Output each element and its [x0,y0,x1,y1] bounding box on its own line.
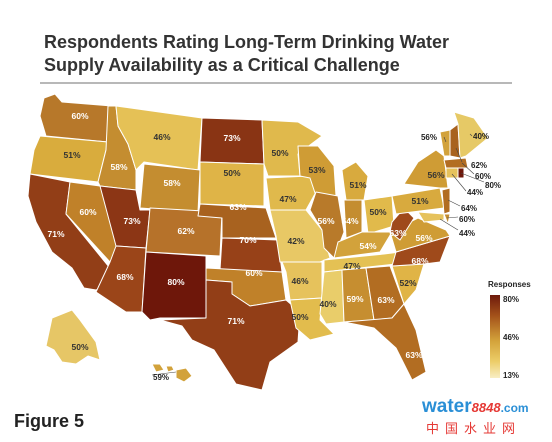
chart-title-line-2: Supply Availability as a Critical Challe… [44,55,400,75]
state-label-ar: 46% [291,276,308,286]
leader-line-nj [447,199,461,207]
state-label-ca: 71% [47,229,64,239]
state-sd [199,161,265,207]
state-il [309,191,345,259]
legend-color-ramp [490,295,500,378]
state-hi [151,363,193,383]
state-label-il: 56% [317,216,334,226]
state-ny [403,149,449,189]
figure-caption: Figure 5 [14,411,85,431]
state-label-ky: 54% [359,241,376,251]
state-ak [45,309,101,365]
state-tx [159,279,301,391]
state-md [417,211,445,223]
state-label-de: 60% [459,215,475,224]
state-label-la: 50% [291,312,308,322]
state-fl [343,303,427,381]
state-vt [439,129,451,157]
state-label-tn: 47% [343,261,360,271]
leader-line-me [469,133,473,137]
state-ms [319,269,345,325]
state-wy [139,163,201,213]
state-label-mo: 42% [287,236,304,246]
watermark-logo: water8848.com [422,396,529,418]
title-divider [40,82,512,84]
state-label-wi: 53% [308,165,325,175]
state-label-nv: 60% [79,207,96,217]
state-label-wy: 58% [163,178,180,188]
leader-line-ct [451,173,467,192]
state-label-hi: 59% [153,373,169,382]
chart-title-line-1: Respondents Rating Long-Term Drinking Wa… [44,32,450,52]
legend-min-label: 13% [503,371,519,380]
leader-line-ma [461,162,475,175]
state-label-sc: 52% [399,278,416,288]
legend-mid-label: 46% [503,333,519,342]
watermark-chinese: 中国水业网 [426,422,522,437]
state-label-ga: 63% [377,295,394,305]
state-label-va: 56% [415,233,432,243]
state-label-ne: 63% [229,202,246,212]
state-nj [441,187,451,215]
leader-line-nh [455,147,463,163]
state-label-id: 58% [110,162,127,172]
state-ct [445,167,459,179]
legend-max-label: 80% [503,295,519,304]
figure-card: Respondents Rating Long-Term Drinking Wa… [27,32,532,391]
state-ky [333,231,393,259]
leader-line-ri [460,172,485,183]
state-label-mi: 51% [349,180,366,190]
state-label-nj: 64% [461,204,477,213]
state-ma [443,157,469,169]
state-label-tx: 71% [227,316,244,326]
state-label-ak: 50% [71,342,88,352]
leader-line-md [439,218,459,231]
state-label-pa: 51% [411,196,428,206]
state-label-me: 40% [473,132,489,141]
state-label-mt: 46% [153,132,170,142]
state-nm [141,251,207,321]
state-label-wa: 60% [71,111,88,121]
leader-line-hi [151,371,177,376]
state-label-co: 62% [177,226,194,236]
leader-line-vt [443,136,447,143]
state-label-in: 54% [341,216,358,226]
state-label-ct: 44% [467,188,483,197]
state-label-mn: 50% [271,148,288,158]
legend: Responses 80% 46% 13% [488,280,531,380]
state-label-nc: 68% [411,256,428,266]
state-ia [265,175,317,211]
state-label-nh: 62% [471,161,487,170]
state-label-ok: 60% [245,268,262,278]
state-co [145,207,223,257]
watermark-domain: .com [500,401,529,415]
state-label-nd: 73% [223,133,240,143]
state-label-md: 44% [459,229,475,238]
state-label-wv: 63% [389,228,406,238]
leader-line-de [446,216,459,219]
state-label-ks: 70% [239,235,256,245]
state-label-ut: 73% [123,216,140,226]
legend-title: Responses [488,280,531,289]
state-label-fl: 63% [405,350,422,360]
state-label-oh: 50% [369,207,386,217]
watermark-brand: water [422,396,472,417]
state-label-or: 51% [63,150,80,160]
state-label-ia: 47% [279,194,296,204]
state-label-vt: 56% [421,133,437,142]
state-label-ri: 80% [485,181,501,190]
state-label-ny: 56% [427,170,444,180]
state-label-az: 68% [116,272,133,282]
state-label-nm: 80% [167,277,184,287]
state-label-ma: 60% [475,172,491,181]
state-label-sd: 50% [223,168,240,178]
state-de [443,213,451,225]
watermark-number: 8848 [471,400,501,415]
state-label-al: 59% [346,294,363,304]
us-states-map: 60% 51% 71% 58% 60% 46% 58% 73% 68% 62% 80% 73% 50% 6… [27,93,531,391]
state-label-ms: 40% [319,299,336,309]
